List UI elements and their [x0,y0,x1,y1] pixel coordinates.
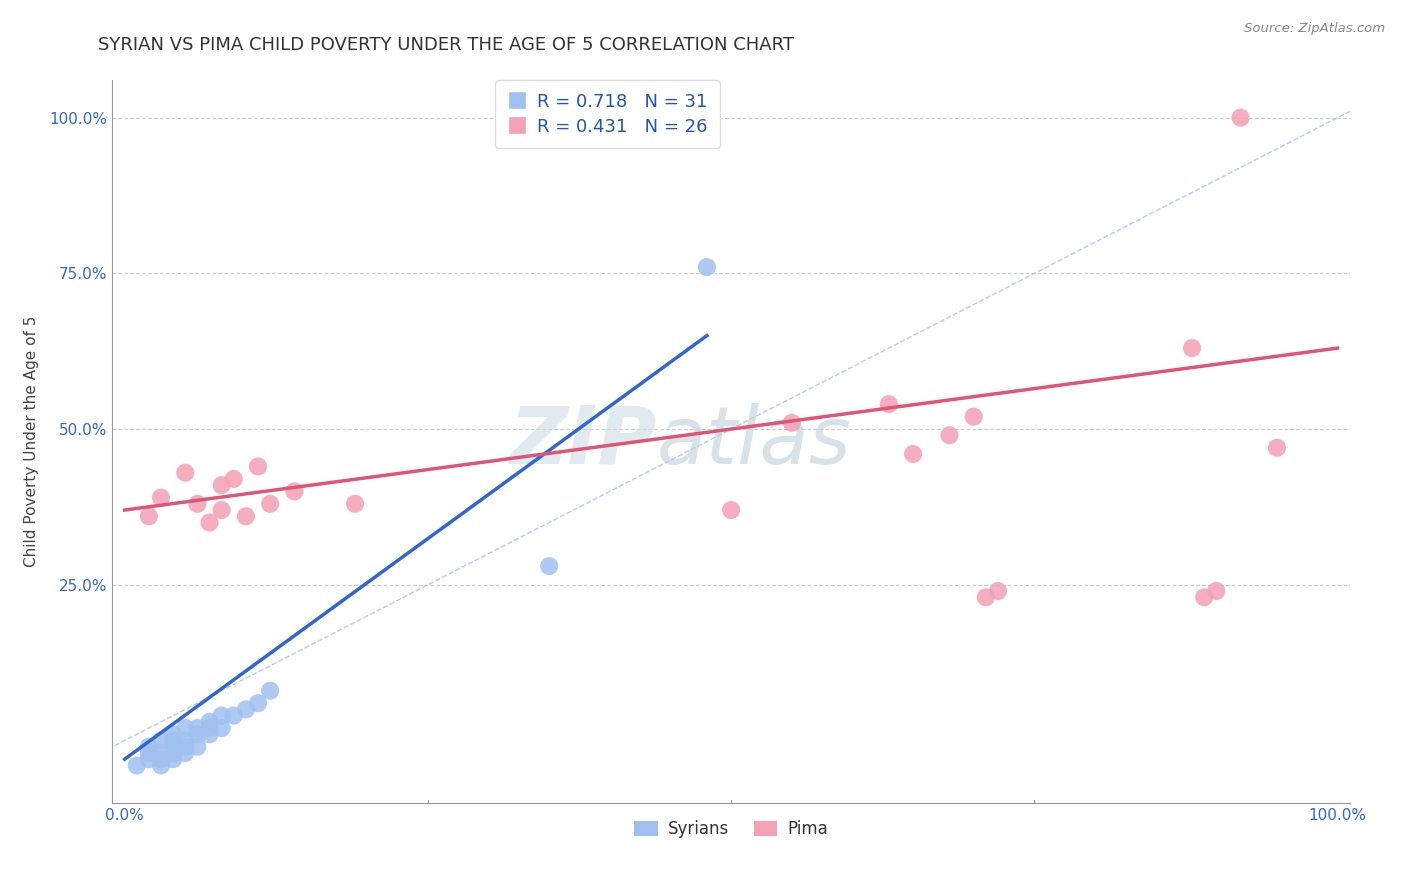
Point [174,746,197,760]
Point [1181,341,1204,355]
Point [963,409,986,424]
Point [138,739,160,754]
Point [720,503,742,517]
Point [538,559,561,574]
Point [1205,584,1227,599]
Point [877,397,900,411]
Point [162,733,184,747]
Point [222,708,245,723]
Point [174,739,197,754]
Point [198,516,221,530]
Point [174,721,197,735]
Point [150,758,173,772]
Point [150,752,173,766]
Point [235,702,257,716]
Point [198,727,221,741]
Point [186,727,208,741]
Point [174,466,197,480]
Point [211,708,233,723]
Point [1192,591,1215,605]
Point [138,752,160,766]
Point [211,503,233,517]
Text: ZIP: ZIP [509,402,657,481]
Point [211,721,233,735]
Point [938,428,960,442]
Point [186,739,208,754]
Point [186,497,208,511]
Point [162,727,184,741]
Point [344,497,367,511]
Point [901,447,924,461]
Point [696,260,718,274]
Point [987,584,1010,599]
Point [138,509,160,524]
Point [247,696,270,710]
Point [211,478,233,492]
Point [247,459,270,474]
Y-axis label: Child Poverty Under the Age of 5: Child Poverty Under the Age of 5 [24,316,38,567]
Point [138,746,160,760]
Point [235,509,257,524]
Point [162,752,184,766]
Point [150,746,173,760]
Point [283,484,305,499]
Point [974,591,997,605]
Point [186,721,208,735]
Point [198,714,221,729]
Point [198,721,221,735]
Point [162,746,184,760]
Point [150,491,173,505]
Point [150,733,173,747]
Point [162,739,184,754]
Point [174,733,197,747]
Point [1229,111,1251,125]
Text: atlas: atlas [657,402,852,481]
Point [780,416,803,430]
Text: SYRIAN VS PIMA CHILD POVERTY UNDER THE AGE OF 5 CORRELATION CHART: SYRIAN VS PIMA CHILD POVERTY UNDER THE A… [98,36,794,54]
Point [125,758,148,772]
Point [1265,441,1288,455]
Point [259,683,281,698]
Legend: Syrians, Pima: Syrians, Pima [627,814,835,845]
Point [222,472,245,486]
Point [259,497,281,511]
Text: Source: ZipAtlas.com: Source: ZipAtlas.com [1244,22,1385,36]
